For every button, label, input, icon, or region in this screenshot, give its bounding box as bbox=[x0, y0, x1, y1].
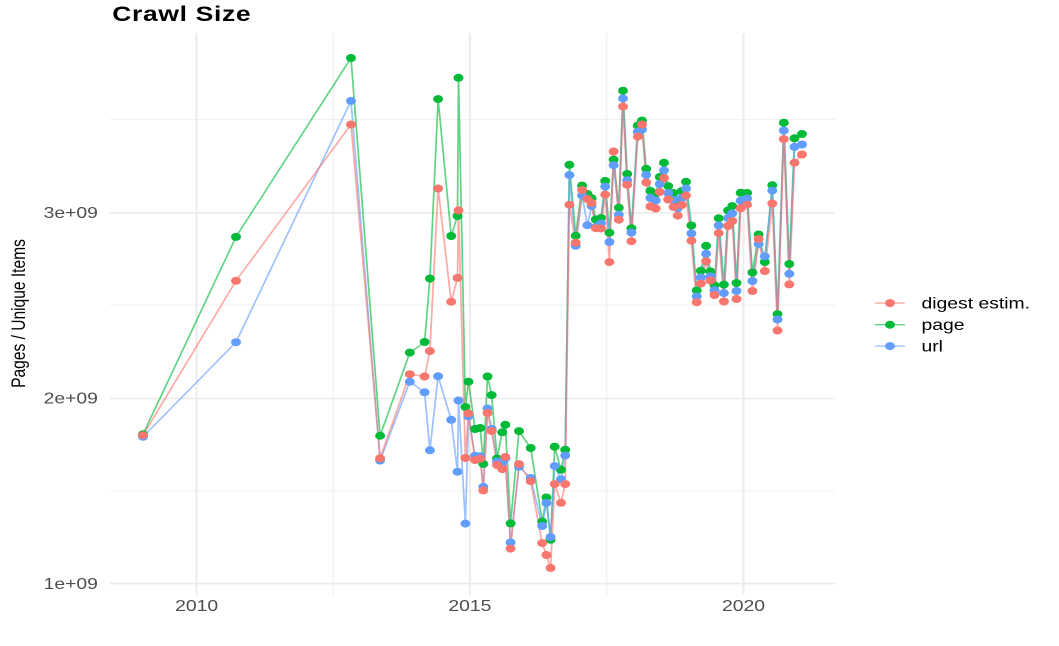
svg-text:2020: 2020 bbox=[722, 597, 765, 615]
svg-text:Crawl Size: Crawl Size bbox=[112, 2, 251, 26]
svg-text:2010: 2010 bbox=[175, 597, 218, 615]
svg-text:2015: 2015 bbox=[448, 597, 491, 615]
svg-text:url: url bbox=[921, 337, 943, 355]
svg-text:Pages / Unique Items: Pages / Unique Items bbox=[7, 239, 29, 388]
svg-text:page: page bbox=[921, 316, 964, 334]
svg-text:digest estim.: digest estim. bbox=[921, 294, 1030, 312]
svg-text:3e+09: 3e+09 bbox=[44, 204, 98, 222]
svg-text:2e+09: 2e+09 bbox=[44, 390, 98, 408]
svg-text:1e+09: 1e+09 bbox=[44, 575, 98, 593]
